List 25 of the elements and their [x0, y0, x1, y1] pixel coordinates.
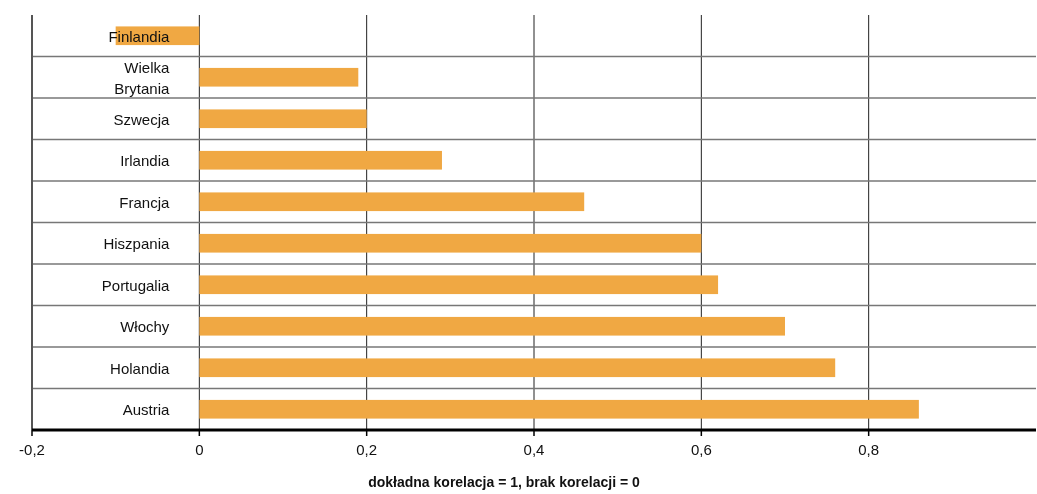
y-tick-label: Holandia — [110, 359, 170, 377]
bar — [199, 150, 442, 170]
bar — [199, 358, 836, 378]
x-tick-label: 0,8 — [858, 441, 880, 458]
bar — [199, 233, 702, 253]
x-tick-label: 0,6 — [690, 441, 712, 458]
bar — [199, 275, 719, 295]
y-tick-label: Austria — [122, 400, 170, 418]
y-tick-label: Wielka Brytania — [114, 58, 170, 97]
bar — [199, 316, 785, 336]
y-tick-label: Francja — [119, 193, 170, 211]
bar — [199, 109, 367, 129]
bar — [199, 399, 919, 419]
x-tick-label: 0,4 — [523, 441, 545, 458]
x-tick-label: 0,2 — [356, 441, 378, 458]
y-tick-label: Włochy — [120, 317, 170, 335]
x-axis-title: dokładna korelacja = 1, brak korelacji = 0 — [368, 474, 641, 490]
y-tick-label: Portugalia — [101, 276, 170, 294]
y-tick-label: Irlandia — [120, 151, 170, 169]
bar — [199, 67, 359, 87]
bar — [199, 192, 585, 212]
x-tick-label: 0 — [195, 441, 204, 458]
y-tick-label: Hiszpania — [103, 234, 170, 252]
y-tick-label: Szwecja — [113, 110, 170, 128]
x-tick-label: -0,2 — [19, 441, 45, 458]
